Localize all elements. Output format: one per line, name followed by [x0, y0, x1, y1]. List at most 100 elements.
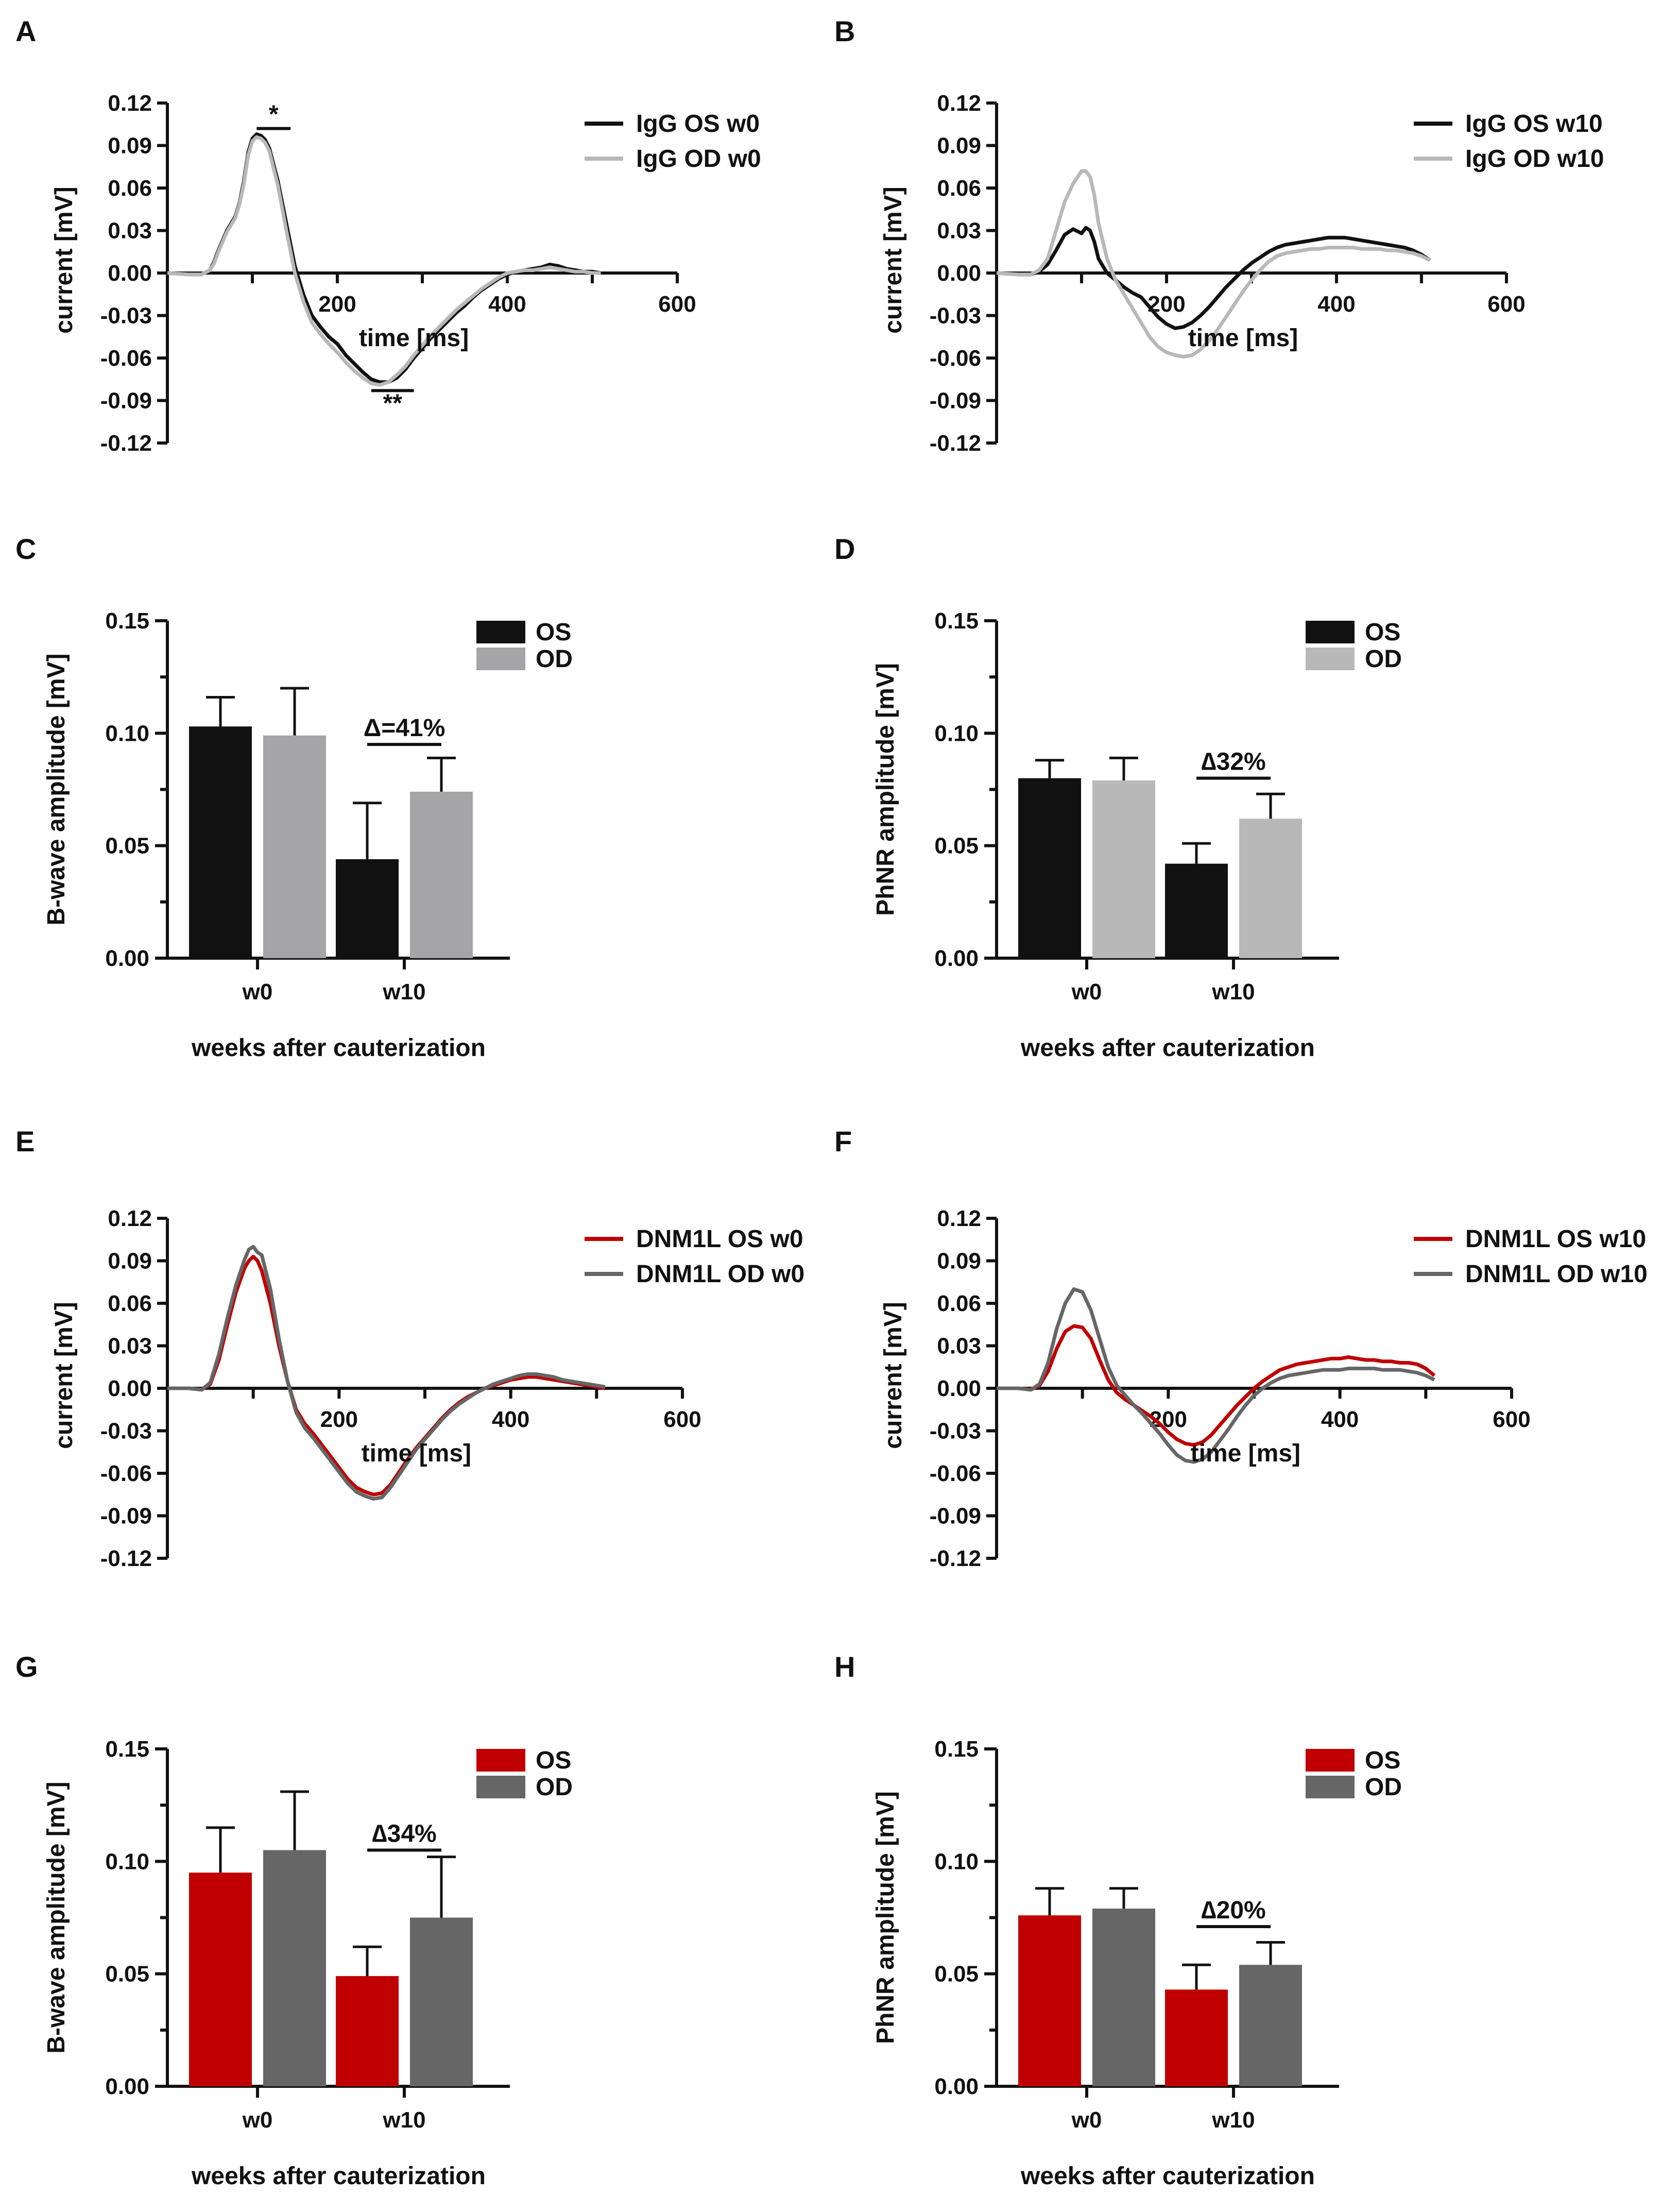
panel-letter: B	[834, 15, 855, 47]
bar-os-w0	[189, 1873, 252, 2086]
y-tick-label: 0.00	[934, 2074, 979, 2099]
bar-od-w0	[1092, 780, 1155, 958]
panel-letter: A	[15, 15, 36, 47]
x-axis-title: time [ms]	[1188, 325, 1298, 352]
series-line-2	[167, 135, 601, 387]
y-tick-label: 0.06	[937, 176, 981, 201]
bar-od-w0	[1092, 1909, 1155, 2086]
y-axis-title: PhNR amplitude [mV]	[872, 663, 899, 916]
y-tick-label: -0.03	[930, 303, 981, 329]
x-axis-title: weeks after cauterization	[1020, 2163, 1315, 2190]
y-tick-label: -0.12	[930, 1546, 981, 1571]
series-line-2	[997, 1287, 1435, 1464]
y-tick-label: 0.12	[108, 1206, 152, 1231]
panel-letter: D	[834, 533, 855, 565]
series-line-1	[996, 226, 1431, 330]
y-tick-label: 0.09	[937, 133, 981, 159]
x-tick-label: w10	[1211, 979, 1255, 1005]
x-axis-title: weeks after cauterization	[191, 2163, 486, 2190]
legend-label: IgG OD w0	[636, 145, 761, 173]
legend-swatch	[476, 648, 525, 670]
y-tick-label: -0.03	[930, 1419, 981, 1444]
y-tick-label: -0.12	[100, 1546, 152, 1571]
y-tick-label: -0.06	[100, 346, 152, 371]
legend-label: OD	[536, 1774, 573, 1801]
x-tick-label: w10	[382, 979, 425, 1005]
legend-label: OS	[1365, 1747, 1400, 1774]
legend-label: OS	[536, 1747, 571, 1774]
bar-os-w10	[1165, 863, 1228, 958]
y-tick-label: 0.06	[937, 1291, 981, 1316]
bar-od-w10	[410, 791, 473, 958]
y-tick-label: 0.03	[937, 1334, 981, 1359]
x-axis-title: weeks after cauterization	[1020, 1034, 1315, 1062]
bar-od-w0	[263, 1850, 326, 2086]
panel-F: 0.12 0.09 0.06 0.03 0.00 -0.03 -0.06 -0.09 -0.12…	[880, 1206, 1648, 1571]
y-tick-label: 0.00	[937, 261, 981, 286]
x-tick-label: w10	[382, 2107, 425, 2133]
panel-G: 0.15 0.10 0.05 0.00 w0 w10 ∆34% weeks after cau…	[43, 1737, 573, 2190]
y-tick-label: 0.05	[934, 833, 979, 859]
x-tick-label: w0	[242, 979, 273, 1005]
y-tick-label: 0.09	[108, 1249, 152, 1274]
y-axis-title: current [mV]	[50, 1302, 78, 1449]
y-tick-label: 0.15	[934, 608, 979, 634]
bar-od-w10	[1239, 819, 1302, 958]
legend-label: IgG OS w0	[636, 110, 760, 138]
legend-swatch	[476, 1749, 525, 1772]
x-axis-title: weeks after cauterization	[191, 1034, 486, 1062]
y-tick-label: 0.00	[105, 2074, 149, 2099]
y-tick-label: -0.09	[930, 1504, 981, 1529]
x-tick-label: 400	[1317, 292, 1355, 317]
y-axis-title: B-wave amplitude [mV]	[43, 1781, 70, 2053]
series-line-2	[996, 169, 1431, 359]
y-tick-label: -0.09	[100, 1504, 152, 1529]
y-tick-label: -0.12	[100, 431, 152, 456]
y-tick-label: 0.09	[937, 1249, 981, 1274]
legend-label: OD	[536, 645, 573, 673]
x-tick-label: 400	[488, 292, 526, 317]
y-tick-label: 0.10	[105, 721, 149, 746]
y-axis-title: PhNR amplitude [mV]	[872, 1791, 899, 2044]
panel-letter: C	[15, 533, 36, 565]
y-tick-label: 0.00	[937, 1376, 981, 1401]
legend-label: IgG OD w10	[1465, 145, 1604, 173]
legend-swatch	[476, 621, 525, 643]
y-tick-label: 0.05	[934, 1962, 979, 1987]
x-tick-label: 600	[658, 292, 696, 317]
y-tick-label: 0.09	[108, 133, 152, 159]
legend-label: OS	[1365, 619, 1400, 646]
significance-mark: **	[383, 389, 403, 417]
series-line-1	[997, 1324, 1436, 1447]
panel-letter: H	[834, 1651, 855, 1683]
bar-od-w10	[410, 1917, 473, 2086]
legend-label: OS	[536, 619, 571, 646]
legend-swatch	[1306, 648, 1355, 670]
y-tick-label: -0.06	[100, 1461, 152, 1486]
x-tick-label: w0	[242, 2107, 273, 2133]
y-tick-label: -0.09	[100, 388, 152, 414]
x-axis-title: time [ms]	[362, 1440, 471, 1467]
bar-os-w10	[336, 859, 399, 958]
y-tick-label: -0.06	[930, 346, 981, 371]
legend-label: IgG OS w10	[1465, 110, 1603, 138]
x-tick-label: 200	[318, 292, 356, 317]
delta-label: ∆34%	[372, 1820, 436, 1848]
bar-os-w10	[1165, 1989, 1228, 2086]
x-tick-label: w0	[1071, 2107, 1102, 2133]
y-tick-label: -0.03	[100, 303, 152, 329]
delta-label: ∆32%	[1201, 748, 1265, 776]
panel-A: 0.12 0.09 0.06 0.03 0.00 -0.03 -0.06 -0.09 -0.12…	[50, 91, 761, 456]
bar-od-w0	[263, 735, 326, 958]
panel-C: 0.15 0.10 0.05 0.00 w0 w10 Δ=41% weeks after ca…	[43, 608, 573, 1062]
legend-label: DNM1L OD w0	[636, 1261, 804, 1288]
y-tick-label: 0.06	[108, 176, 152, 201]
y-tick-label: 0.03	[108, 1334, 152, 1359]
bar-os-w10	[336, 1976, 399, 2086]
y-tick-label: 0.12	[937, 1206, 981, 1231]
y-tick-label: 0.00	[934, 946, 979, 971]
x-tick-label: 400	[1321, 1407, 1359, 1432]
y-tick-label: -0.09	[930, 388, 981, 414]
bar-os-w0	[1018, 778, 1081, 958]
